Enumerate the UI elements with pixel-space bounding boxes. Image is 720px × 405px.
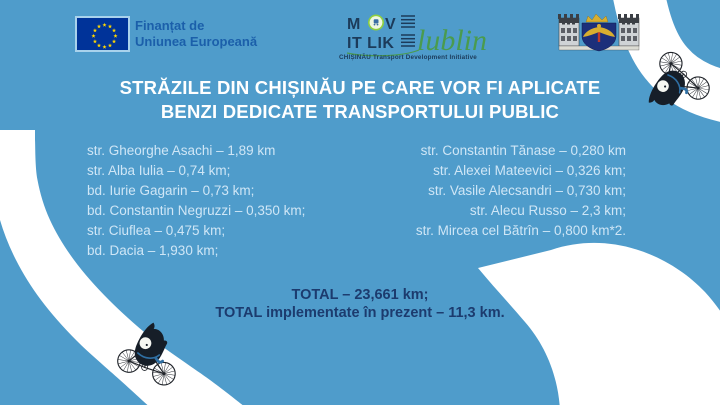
svg-text:V: V xyxy=(385,16,396,33)
svg-text:M: M xyxy=(347,16,361,33)
svg-text:lublin: lublin xyxy=(417,24,487,57)
svg-text:IT LIK: IT LIK xyxy=(347,35,394,52)
